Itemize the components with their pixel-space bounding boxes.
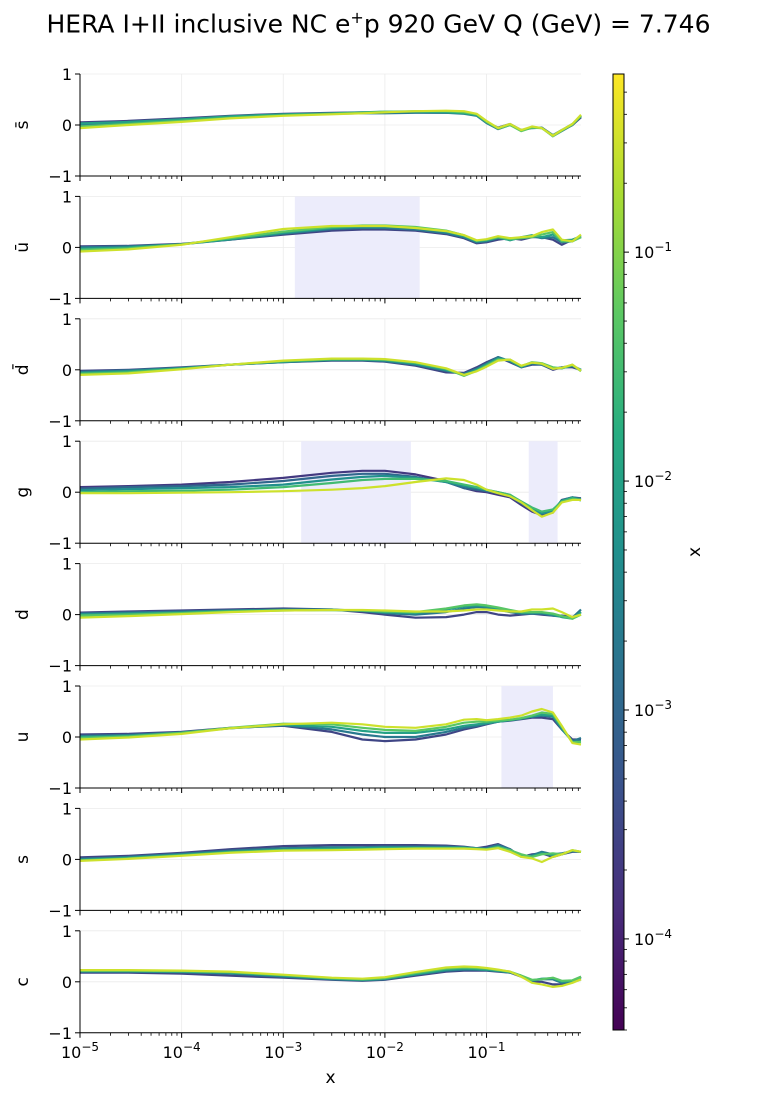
pdf-curve	[79, 109, 582, 137]
panel-7: −1 0 1 c	[13, 922, 582, 1043]
y-tick-label: 0	[62, 238, 72, 257]
colorbar-tick-label: 10−1	[634, 240, 672, 262]
y-tick-label: 1	[62, 555, 72, 574]
y-tick-label: 0	[62, 606, 72, 625]
y-tick-label: 1	[62, 310, 72, 329]
y-tick-label: 0	[62, 361, 72, 380]
y-tick-label: −1	[48, 779, 72, 798]
x-tick-label: 10−1	[468, 1040, 506, 1062]
y-tick-label: 0	[62, 728, 72, 747]
title-prefix: HERA I+II inclusive NC e	[46, 9, 351, 39]
y-tick-label: 1	[62, 799, 72, 818]
y-tick-label: 0	[62, 973, 72, 992]
panel-4: −1 0 1 d	[13, 555, 582, 676]
y-tick-label: 1	[62, 432, 72, 451]
x-tick-label: 10−3	[264, 1040, 302, 1062]
pdf-curve	[80, 477, 581, 518]
pdf-curve	[79, 474, 582, 515]
x-axis: 10−5 10−4 10−3 10−2 10−1 x	[61, 1040, 506, 1088]
pdf-curve	[79, 357, 582, 376]
y-tick-label: 1	[62, 677, 72, 696]
panel-ylabel: u	[13, 732, 33, 743]
y-tick-label: −1	[48, 901, 72, 920]
highlight-band	[301, 441, 411, 544]
title-suffix: p 920 GeV Q (GeV) = 7.746	[363, 9, 711, 39]
title-superscript: +	[350, 8, 364, 27]
chart-title: HERA I+II inclusive NC e+p 920 GeV Q (Ge…	[0, 8, 757, 38]
colorbar-gradient	[612, 73, 625, 1031]
panel-5: −1 0 1 u	[13, 677, 582, 798]
y-tick-label: −1	[48, 534, 72, 553]
panel-1: −1 0 1 ū	[13, 187, 582, 308]
y-tick-label: 0	[62, 483, 72, 502]
y-tick-label: 1	[62, 922, 72, 941]
y-tick-label: −1	[48, 167, 72, 186]
pdf-curve	[80, 965, 582, 988]
panel-ylabel: ū	[13, 242, 33, 253]
pdf-curve	[79, 707, 582, 746]
panel-6: −1 0 1 s	[13, 799, 582, 920]
colorbar-tick-label: 10−3	[634, 698, 672, 720]
panel-ylabel: d	[13, 609, 33, 620]
y-tick-label: −1	[48, 1024, 72, 1043]
highlight-band	[294, 196, 420, 299]
y-tick-label: 0	[62, 116, 72, 135]
x-tick-label: 10−5	[61, 1040, 99, 1062]
y-tick-label: −1	[48, 289, 72, 308]
pdf-curve	[79, 847, 582, 864]
y-tick-label: −1	[48, 412, 72, 431]
pdf-curve	[79, 607, 582, 619]
panels: −1 0 1 s̄ −1 0 1 ū −1 0 1 d̄ −1 0 1 g −1 0 1 d −1 0 1 u −1 0 1 s −1 0…	[11, 65, 582, 1043]
x-tick-label: 10−2	[366, 1040, 404, 1062]
highlight-band	[501, 686, 553, 788]
panel-ylabel: s̄	[13, 120, 33, 129]
panel-ylabel: s	[13, 855, 33, 864]
y-tick-label: 1	[62, 65, 72, 84]
panel-ylabel: c	[13, 977, 33, 986]
panel-2: −1 0 1 d̄	[11, 310, 582, 431]
colorbar-tick-label: 10−4	[634, 927, 672, 949]
colorbar: 10−4 10−3 10−2 10−1 x	[612, 73, 705, 1031]
colorbar-label: x	[685, 547, 705, 557]
panel-3: −1 0 1 g	[13, 432, 582, 553]
panel-ylabel: d̄	[11, 363, 33, 375]
y-tick-label: 0	[62, 850, 72, 869]
colorbar-tick-label: 10−2	[634, 469, 672, 491]
pdf-curve	[79, 477, 582, 513]
panel-0: −1 0 1 s̄	[13, 65, 582, 186]
x-tick-label: 10−4	[163, 1040, 201, 1062]
x-axis-label: x	[325, 1068, 335, 1088]
y-tick-label: 1	[62, 187, 72, 206]
panel-ylabel: g	[13, 487, 33, 498]
pdf-curve	[79, 224, 582, 253]
y-tick-label: −1	[48, 657, 72, 676]
highlight-band	[528, 441, 558, 544]
